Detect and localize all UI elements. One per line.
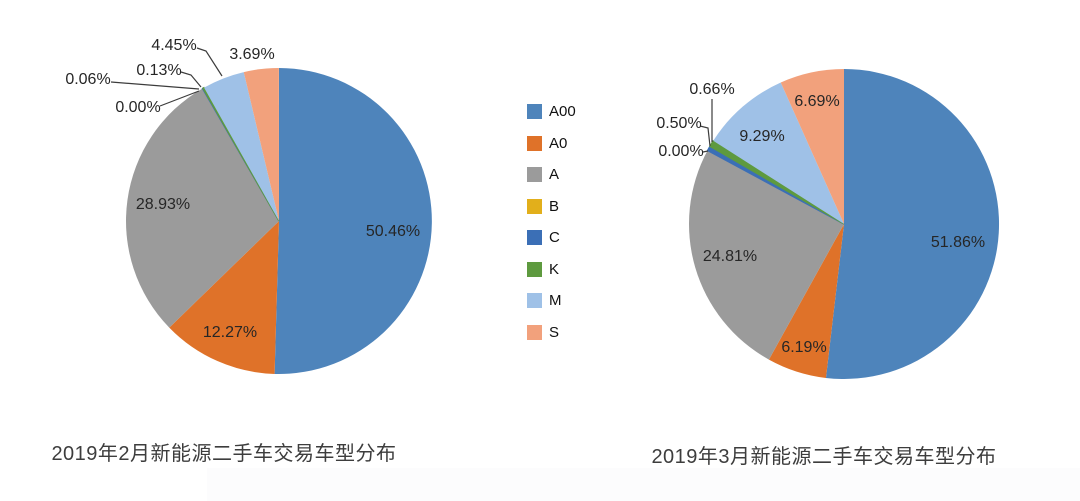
legend-item-C: C [527, 230, 576, 245]
pie-slice-A0 [169, 221, 279, 374]
legend-swatch-M [527, 293, 542, 308]
legend-swatch-K [527, 261, 542, 277]
legend-swatch-C [527, 230, 542, 245]
slice-label: 12.27% [203, 324, 257, 341]
legend-swatch-B [527, 198, 542, 214]
legend-label: M [549, 292, 562, 309]
label-leader-line [110, 81, 200, 90]
legend-label: K [549, 260, 560, 278]
pie-slice-A0 [768, 224, 844, 378]
slice-label: 50.46% [366, 223, 420, 240]
legend-item-A0: A0 [527, 134, 576, 152]
faint-watermark-strip [207, 468, 1080, 501]
slice-label: 51.86% [931, 234, 985, 251]
legend-label: A0 [549, 134, 568, 152]
right-chart-title: 2019年3月新能源二手车交易车型分布 [651, 446, 997, 468]
pie-slice-K [202, 86, 280, 222]
slice-label: 0.66% [689, 81, 734, 98]
legend-label: A [549, 166, 560, 183]
legend-label: C [549, 229, 560, 246]
label-leader-line [699, 125, 711, 147]
left-chart-title: 2019年2月新能源二手车交易车型分布 [51, 443, 397, 465]
slice-label: 0.50% [656, 115, 701, 132]
label-leader-line [180, 71, 202, 88]
legend-label: S [549, 323, 560, 341]
slice-label: 6.69% [794, 93, 839, 110]
slice-label: 9.29% [739, 128, 784, 145]
slice-label: 0.00% [658, 143, 703, 160]
pie-slice-A00 [274, 68, 432, 374]
slice-label: 0.06% [65, 71, 110, 88]
legend-item-B: B [527, 197, 576, 215]
slice-label: 24.81% [703, 248, 757, 265]
legend-item-A00: A00 [527, 104, 576, 119]
legend-swatch-A00 [527, 104, 542, 119]
pie-slice-K [709, 139, 845, 225]
legend-item-K: K [527, 260, 576, 278]
legend-item-S: S [527, 323, 576, 341]
legend-swatch-S [527, 324, 542, 340]
slice-label: 6.19% [781, 339, 826, 356]
pie-slice-A [125, 88, 279, 328]
pie-slice-A00 [825, 69, 1000, 379]
pie-slice-M [204, 72, 279, 222]
pie-slice-S [780, 69, 844, 224]
legend-label: A00 [549, 103, 576, 120]
label-leader-line [159, 90, 200, 107]
label-leader-line [196, 47, 223, 77]
legend-item-M: M [527, 293, 576, 308]
slice-label: 0.00% [115, 99, 160, 116]
slice-label: 3.69% [229, 46, 274, 63]
slice-label: 4.45% [151, 37, 196, 54]
slice-label: 28.93% [136, 196, 190, 213]
legend-label: B [549, 197, 560, 215]
legend-item-A: A [527, 167, 576, 182]
legend-swatch-A [527, 167, 542, 182]
pie-slice-A [689, 150, 844, 360]
legend-swatch-A0 [527, 135, 542, 151]
pie-slice-S [243, 68, 279, 221]
legend: A00 A0 A B C K M S [527, 104, 576, 340]
slice-label: 0.13% [136, 62, 181, 79]
pie-slice-M [713, 82, 844, 225]
label-leader-line [702, 150, 709, 153]
